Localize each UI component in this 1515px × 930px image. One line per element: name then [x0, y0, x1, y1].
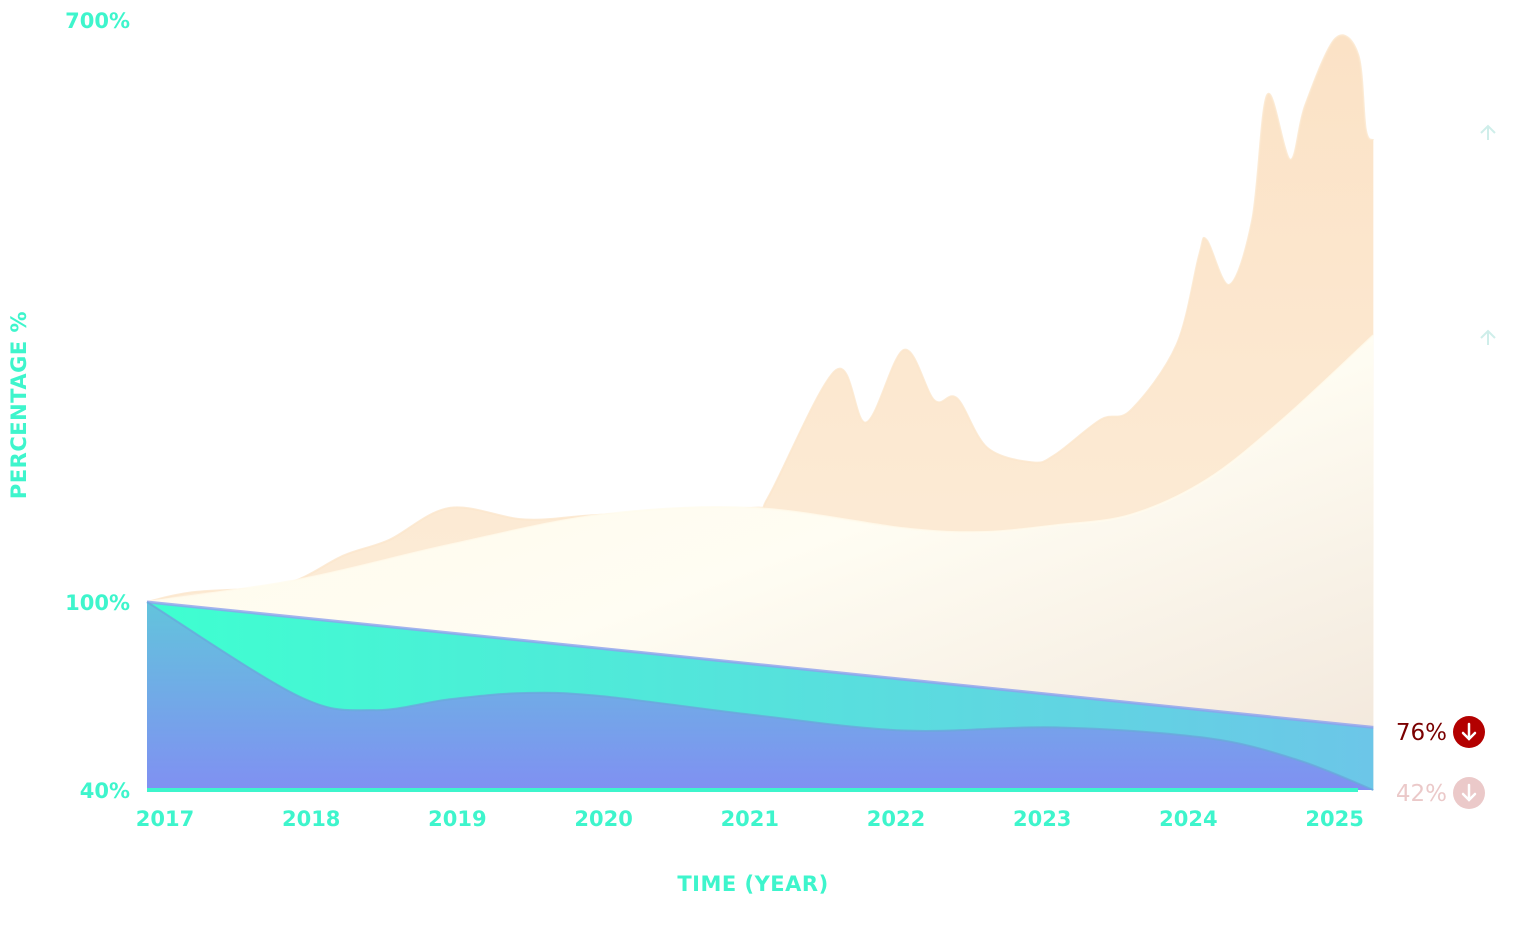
blue-series-area	[147, 602, 1374, 790]
cream-series-line	[146, 334, 1375, 603]
x-tick-label: 2024	[1159, 807, 1217, 831]
icon-arrow	[1461, 722, 1477, 741]
blue-series-line	[146, 601, 1374, 791]
teal-series-line	[146, 600, 1374, 729]
x-tick-label: 2022	[867, 807, 925, 831]
x-axis-title: TIME (YEAR)	[677, 872, 828, 896]
end-value-label: 42%	[1396, 781, 1447, 807]
icon-arrow	[1461, 783, 1477, 802]
arrow-down-circle-icon	[1453, 777, 1485, 809]
end-value-label: 76%	[1396, 720, 1447, 746]
x-tick-label: 2017	[136, 807, 194, 831]
y-tick-label: 40%	[80, 779, 130, 803]
y-axis-title: PERCENTAGE %	[7, 311, 31, 499]
x-tick-label: 2020	[574, 807, 632, 831]
y-tick-label: 700%	[65, 9, 130, 33]
x-tick-label: 2018	[282, 807, 340, 831]
arrow-up-icon	[1480, 124, 1496, 140]
y-tick-label: 100%	[65, 591, 130, 615]
x-tick-label: 2025	[1305, 807, 1363, 831]
arrow-up-icon	[1480, 329, 1496, 345]
orange-series-line	[146, 34, 1375, 603]
arrow-down-circle-icon	[1453, 716, 1485, 748]
x-tick-label: 2023	[1013, 807, 1071, 831]
x-tick-label: 2021	[721, 807, 779, 831]
x-tick-label: 2019	[428, 807, 486, 831]
